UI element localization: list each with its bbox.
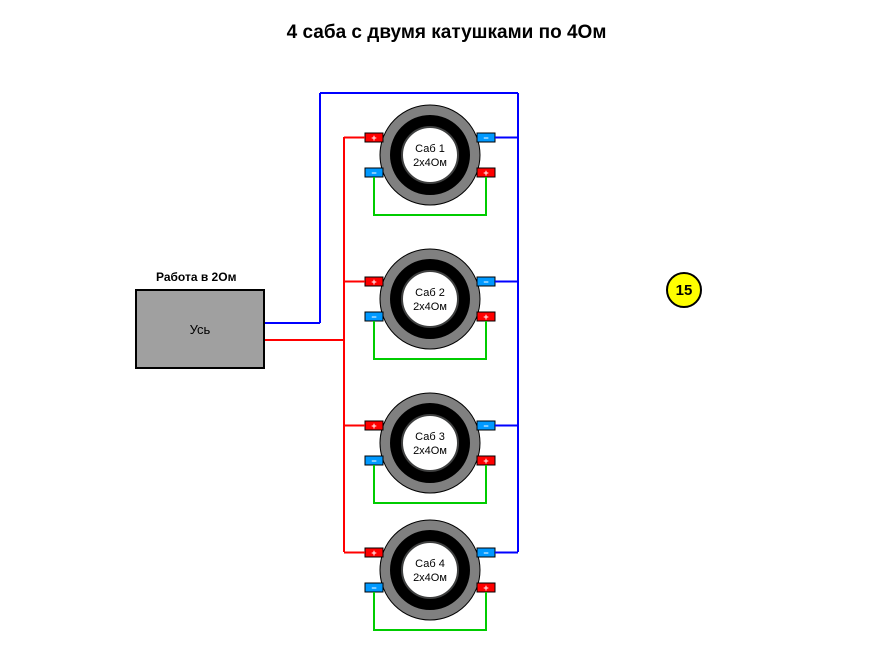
svg-text:−: − xyxy=(371,312,376,322)
svg-text:−: − xyxy=(483,277,488,287)
svg-text:Саб 1: Саб 1 xyxy=(415,143,445,155)
diagram-title: 4 саба с двумя катушками по 4Ом xyxy=(287,22,607,44)
wiring-diagram: + − − + Саб 1 2х4Ом + − − + Саб 2 2х4Ом + − − + Саб 3 2х4… xyxy=(0,0,893,670)
amp-mode-label: Работа в 2Ом xyxy=(156,270,236,284)
diagram-number-badge: 15 xyxy=(666,272,702,308)
svg-text:Саб 2: Саб 2 xyxy=(415,287,445,299)
svg-text:−: − xyxy=(371,583,376,593)
svg-text:+: + xyxy=(483,168,488,178)
svg-text:Саб 3: Саб 3 xyxy=(415,431,445,443)
amplifier-box: Усь xyxy=(135,289,265,369)
amplifier-text: Усь xyxy=(190,322,211,337)
svg-text:−: − xyxy=(371,456,376,466)
svg-text:+: + xyxy=(483,583,488,593)
svg-text:−: − xyxy=(371,168,376,178)
svg-text:2х4Ом: 2х4Ом xyxy=(413,157,447,169)
svg-text:−: − xyxy=(483,133,488,143)
svg-text:−: − xyxy=(483,421,488,431)
svg-text:Саб 4: Саб 4 xyxy=(415,558,445,570)
svg-text:+: + xyxy=(371,133,376,143)
svg-text:2х4Ом: 2х4Ом xyxy=(413,301,447,313)
svg-text:+: + xyxy=(483,456,488,466)
badge-text: 15 xyxy=(676,282,693,299)
svg-text:+: + xyxy=(371,421,376,431)
svg-text:−: − xyxy=(483,548,488,558)
svg-text:+: + xyxy=(371,548,376,558)
svg-text:2х4Ом: 2х4Ом xyxy=(413,445,447,457)
svg-text:+: + xyxy=(371,277,376,287)
svg-text:2х4Ом: 2х4Ом xyxy=(413,572,447,584)
svg-text:+: + xyxy=(483,312,488,322)
